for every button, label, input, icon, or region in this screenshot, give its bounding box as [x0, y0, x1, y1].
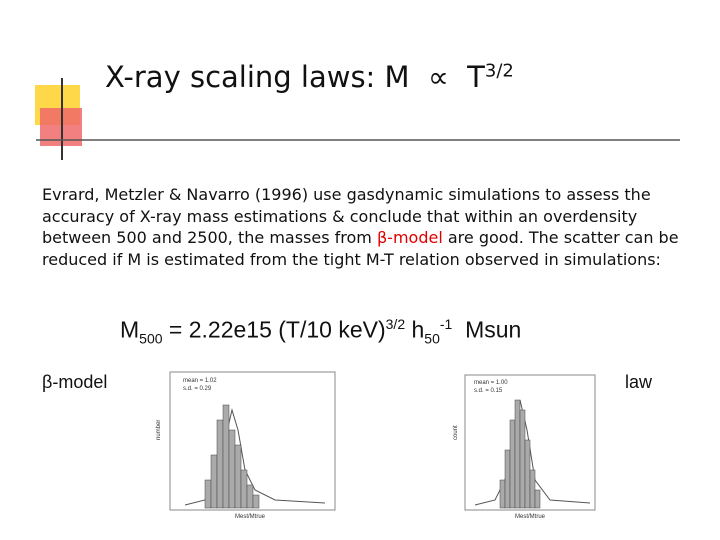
title-symbol: ∝	[428, 60, 449, 94]
axis-label: number	[156, 420, 162, 440]
eq-sup: -1	[439, 316, 453, 332]
legend-text: s.d. = 0.15	[474, 388, 503, 394]
title-base: T	[467, 60, 485, 94]
legend-text: mean = 1.00	[474, 380, 508, 386]
eq-sup: 3/2	[385, 316, 406, 332]
paragraph: Evrard, Metzler & Navarro (1996) use gas…	[42, 184, 692, 270]
axis-label: Mest/Mtrue	[515, 514, 546, 520]
title: X-ray scaling laws: M ∝ T3/2	[105, 60, 514, 94]
eq-sub: 50	[424, 330, 440, 347]
histogram-figure: mean = 1.00 s.d. = 0.15 count Mest/Mtrue	[453, 374, 596, 520]
title-exponent: 3/2	[484, 60, 514, 82]
title-text: X-ray scaling laws: M	[105, 60, 410, 94]
histogram-figure: mean = 1.02 s.d. = 0.29 number Mest/Mtru…	[156, 371, 336, 520]
eq-unit: Msun	[465, 316, 522, 343]
eq-sub: 500	[139, 330, 163, 347]
figure-label: law	[625, 372, 653, 392]
axis-label: count	[453, 425, 459, 440]
eq-part: = 2.22e15 (T/10 keV)	[162, 316, 386, 343]
eq-part: h	[405, 316, 425, 343]
highlight-text: β-model	[376, 228, 443, 247]
legend-text: s.d. = 0.29	[183, 386, 212, 392]
eq-part: M	[120, 316, 140, 343]
figure-label: β-model	[42, 372, 108, 392]
equation: M500 = 2.22e15 (T/10 keV)3/2 h50-1 Msun	[120, 316, 521, 346]
axis-label: Mest/Mtrue	[235, 514, 266, 520]
paragraph-text: Evrard, Metzler & Navarro (1996) use gas…	[42, 185, 651, 247]
paragraph-text: are good. The scatter can be reduced if …	[42, 228, 679, 269]
legend-text: mean = 1.02	[183, 378, 217, 384]
